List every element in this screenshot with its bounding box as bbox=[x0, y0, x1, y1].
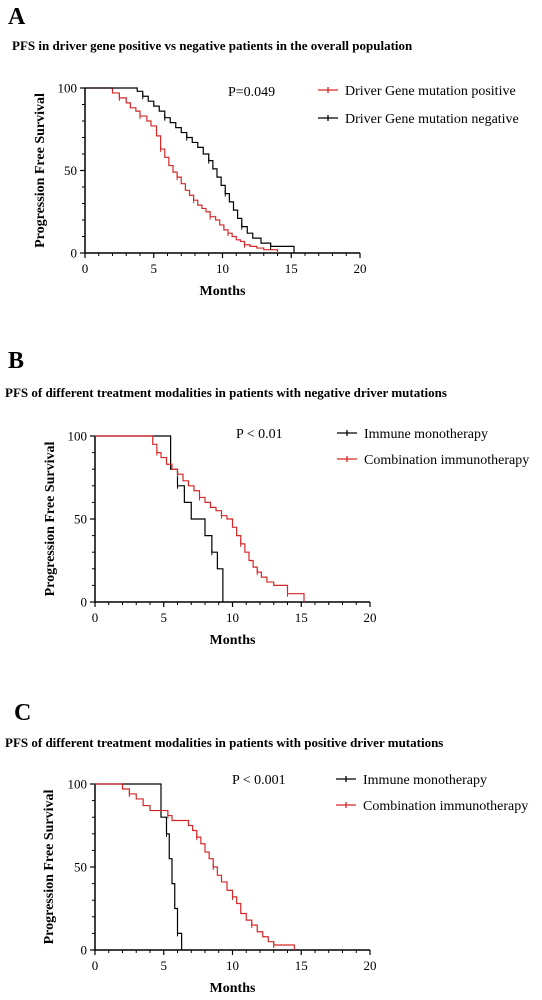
x-tick-label: 5 bbox=[161, 958, 168, 973]
panel-a-title: PFS in driver gene positive vs negative … bbox=[12, 38, 413, 53]
legend-label-2: Combination immunotherapy bbox=[364, 453, 529, 468]
legend-label-2: Combination immunotherapy bbox=[363, 799, 528, 814]
x-tick-label: 0 bbox=[92, 610, 99, 625]
x-axis-label: Months bbox=[210, 633, 256, 648]
x-tick-label: 20 bbox=[364, 610, 377, 625]
x-axis-label: Months bbox=[210, 981, 256, 996]
series-line-2 bbox=[85, 87, 295, 253]
x-axis-label: Months bbox=[200, 284, 246, 299]
y-tick-label: 100 bbox=[58, 81, 78, 96]
y-tick-label: 100 bbox=[68, 777, 88, 792]
x-tick-label: 15 bbox=[295, 958, 308, 973]
y-tick-label: 0 bbox=[71, 246, 78, 261]
x-tick-label: 15 bbox=[295, 610, 308, 625]
legend-label-1: Immune monotherapy bbox=[363, 773, 487, 788]
series-line-1 bbox=[95, 783, 183, 950]
p-value-annotation: P=0.049 bbox=[228, 85, 275, 100]
x-tick-label: 5 bbox=[151, 261, 158, 276]
y-axis-label: Progression Free Survival bbox=[42, 790, 57, 945]
panel-c-label: C bbox=[14, 700, 32, 726]
y-axis-label: Progression Free Survival bbox=[43, 442, 58, 597]
y-tick-label: 50 bbox=[74, 860, 87, 875]
legend-label-1: Immune monotherapy bbox=[364, 427, 488, 442]
x-tick-label: 20 bbox=[364, 958, 377, 973]
p-value-annotation: P < 0.01 bbox=[236, 427, 283, 442]
panel-b-label: B bbox=[8, 348, 25, 374]
legend-label-2: Driver Gene mutation negative bbox=[345, 112, 519, 127]
p-value-annotation: P < 0.001 bbox=[232, 773, 286, 788]
y-axis-label: Progression Free Survival bbox=[33, 93, 48, 248]
legend-label-1: Driver Gene mutation positive bbox=[345, 84, 516, 99]
panel-b-chart: 0 5 10 15 20 0 50 100 Months Progression Free Sur… bbox=[43, 427, 529, 648]
series-line-1 bbox=[95, 435, 224, 602]
x-tick-label: 0 bbox=[82, 261, 89, 276]
x-tick-label: 10 bbox=[226, 958, 239, 973]
y-tick-label: 50 bbox=[64, 163, 77, 178]
series-line-2 bbox=[95, 435, 305, 602]
panel-a-label: A bbox=[8, 4, 26, 30]
x-tick-label: 0 bbox=[92, 958, 99, 973]
x-tick-label: 10 bbox=[216, 261, 229, 276]
y-tick-label: 100 bbox=[68, 429, 88, 444]
x-tick-label: 5 bbox=[161, 610, 168, 625]
series-line-2 bbox=[95, 783, 295, 950]
panel-c-title: PFS of different treatment modalities in… bbox=[5, 735, 444, 750]
y-tick-label: 0 bbox=[81, 943, 88, 958]
x-tick-label: 15 bbox=[285, 261, 298, 276]
panel-c-chart: 0 5 10 15 20 0 50 100 Months Progression Free Sur… bbox=[42, 773, 528, 996]
panel-b-title: PFS of different treatment modalities in… bbox=[5, 385, 447, 400]
series-line-1 bbox=[85, 87, 279, 253]
x-tick-label: 20 bbox=[354, 261, 367, 276]
y-tick-label: 0 bbox=[81, 595, 88, 610]
x-tick-label: 10 bbox=[226, 610, 239, 625]
panel-a-chart: 0 5 10 15 20 0 50 100 Months Progression Free Sur… bbox=[33, 81, 519, 300]
y-tick-label: 50 bbox=[74, 512, 87, 527]
